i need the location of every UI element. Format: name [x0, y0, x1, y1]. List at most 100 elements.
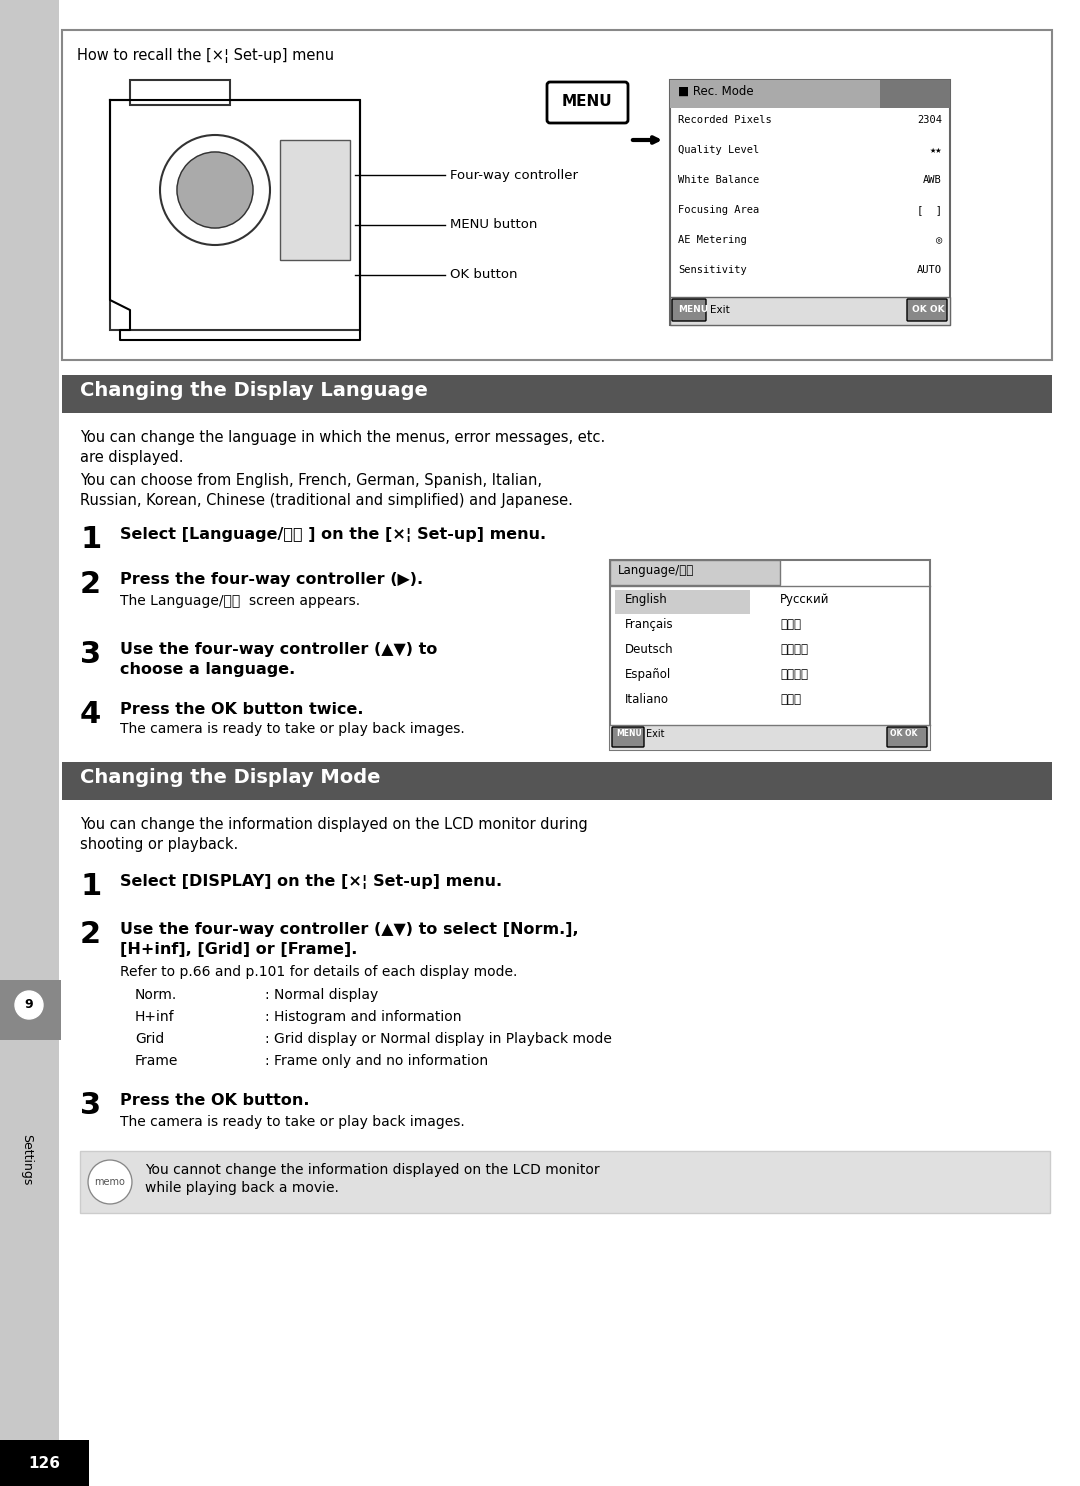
Text: 2: 2 — [80, 571, 102, 599]
Text: MENU button: MENU button — [450, 218, 538, 232]
Text: OK OK: OK OK — [890, 730, 917, 739]
Bar — [130, 80, 230, 106]
Bar — [610, 560, 930, 750]
Text: Norm.: Norm. — [135, 988, 177, 1002]
Text: OK button: OK button — [450, 269, 517, 281]
Text: Recorded Pixels: Recorded Pixels — [678, 114, 772, 125]
Text: : Grid display or Normal display in Playback mode: : Grid display or Normal display in Play… — [265, 1031, 612, 1046]
Text: shooting or playback.: shooting or playback. — [80, 837, 239, 851]
Text: : Frame only and no information: : Frame only and no information — [265, 1054, 488, 1068]
Text: White Balance: White Balance — [678, 175, 759, 184]
Bar — [62, 762, 1052, 799]
Text: AWB: AWB — [923, 175, 942, 184]
Text: 1: 1 — [80, 525, 102, 554]
Text: OK OK: OK OK — [912, 305, 945, 314]
FancyBboxPatch shape — [672, 299, 706, 321]
Text: Select [Language/言語 ] on the [×¦ Set-up] menu.: Select [Language/言語 ] on the [×¦ Set-up]… — [120, 528, 546, 542]
FancyBboxPatch shape — [907, 299, 947, 321]
Text: AUTO: AUTO — [917, 265, 942, 275]
Text: 日本語: 日本語 — [780, 692, 801, 706]
Text: Grid: Grid — [135, 1031, 164, 1046]
Text: You can change the information displayed on the LCD monitor during: You can change the information displayed… — [80, 817, 588, 832]
Text: How to recall the [×¦ Set-up] menu: How to recall the [×¦ Set-up] menu — [77, 48, 334, 62]
Text: 4: 4 — [80, 700, 102, 730]
Text: Exit: Exit — [710, 305, 730, 315]
Text: Russian, Korean, Chinese (traditional and simplified) and Japanese.: Russian, Korean, Chinese (traditional an… — [80, 493, 572, 508]
Text: Exit: Exit — [646, 730, 664, 739]
Bar — [80, 1152, 1050, 1213]
Text: Changing the Display Mode: Changing the Display Mode — [80, 768, 380, 788]
Text: Sensitivity: Sensitivity — [678, 265, 746, 275]
Text: 中文简体: 中文简体 — [780, 669, 808, 681]
Text: Quality Level: Quality Level — [678, 146, 759, 155]
Bar — [0, 979, 60, 1040]
Text: Select [DISPLAY] on the [×¦ Set-up] menu.: Select [DISPLAY] on the [×¦ Set-up] menu… — [120, 874, 502, 889]
Text: Deutsch: Deutsch — [625, 643, 674, 655]
Text: MENU: MENU — [562, 95, 612, 110]
Text: Italiano: Italiano — [625, 692, 669, 706]
Text: Press the four-way controller (▶).: Press the four-way controller (▶). — [120, 572, 423, 587]
Bar — [670, 297, 950, 325]
Text: [H+inf], [Grid] or [Frame].: [H+inf], [Grid] or [Frame]. — [120, 942, 357, 957]
Text: Русский: Русский — [780, 593, 829, 606]
Text: 126: 126 — [28, 1455, 60, 1471]
Text: MENU: MENU — [678, 305, 708, 314]
FancyBboxPatch shape — [887, 727, 927, 747]
Text: Focusing Area: Focusing Area — [678, 205, 759, 215]
Text: 2304: 2304 — [917, 114, 942, 125]
Text: AE Metering: AE Metering — [678, 235, 746, 245]
Text: Press the OK button twice.: Press the OK button twice. — [120, 701, 364, 718]
Circle shape — [177, 152, 253, 227]
Bar — [0, 0, 59, 1486]
Bar — [62, 374, 1052, 413]
Text: while playing back a movie.: while playing back a movie. — [145, 1181, 339, 1195]
Bar — [62, 30, 1052, 360]
Bar — [280, 140, 350, 260]
Text: are displayed.: are displayed. — [80, 450, 184, 465]
Text: The Language/言語  screen appears.: The Language/言語 screen appears. — [120, 594, 360, 608]
Text: You can change the language in which the menus, error messages, etc.: You can change the language in which the… — [80, 429, 605, 444]
Text: English: English — [625, 593, 667, 606]
Text: choose a language.: choose a language. — [120, 661, 295, 678]
Bar — [110, 100, 360, 330]
Text: 中文繁體: 中文繁體 — [780, 643, 808, 655]
Text: memo: memo — [95, 1177, 125, 1187]
Text: 3: 3 — [80, 1091, 102, 1120]
Text: Refer to p.66 and p.101 for details of each display mode.: Refer to p.66 and p.101 for details of e… — [120, 964, 517, 979]
Text: Español: Español — [625, 669, 672, 681]
Text: 1: 1 — [80, 872, 102, 901]
Text: The camera is ready to take or play back images.: The camera is ready to take or play back… — [120, 1114, 464, 1129]
FancyBboxPatch shape — [612, 727, 644, 747]
Bar — [670, 80, 950, 108]
Bar — [880, 80, 950, 108]
Circle shape — [15, 991, 43, 1019]
Text: Four-way controller: Four-way controller — [450, 168, 578, 181]
Text: ★★: ★★ — [930, 146, 942, 155]
Text: 2: 2 — [80, 920, 102, 950]
Text: The camera is ready to take or play back images.: The camera is ready to take or play back… — [120, 722, 464, 736]
Bar — [615, 590, 750, 614]
Text: : Histogram and information: : Histogram and information — [265, 1010, 461, 1024]
Text: MENU: MENU — [616, 730, 642, 739]
Text: Settings: Settings — [21, 1134, 33, 1186]
Text: Language/言語: Language/言語 — [618, 565, 694, 577]
Text: 9: 9 — [25, 999, 33, 1012]
Circle shape — [160, 135, 270, 245]
Text: Use the four-way controller (▲▼) to: Use the four-way controller (▲▼) to — [120, 642, 437, 657]
Text: [  ]: [ ] — [917, 205, 942, 215]
Text: You cannot change the information displayed on the LCD monitor: You cannot change the information displa… — [145, 1164, 599, 1177]
Text: ◎: ◎ — [935, 235, 942, 245]
Bar — [0, 1440, 89, 1486]
Text: Changing the Display Language: Changing the Display Language — [80, 380, 428, 400]
Text: : Normal display: : Normal display — [265, 988, 378, 1002]
Text: ■ Rec. Mode: ■ Rec. Mode — [678, 85, 754, 98]
Text: Press the OK button.: Press the OK button. — [120, 1094, 310, 1109]
Text: Frame: Frame — [135, 1054, 178, 1068]
Text: H+inf: H+inf — [135, 1010, 175, 1024]
Bar — [610, 560, 780, 585]
Circle shape — [87, 1161, 132, 1204]
Text: 3: 3 — [80, 640, 102, 669]
Bar — [670, 297, 950, 325]
Bar — [610, 725, 930, 750]
FancyBboxPatch shape — [546, 82, 627, 123]
